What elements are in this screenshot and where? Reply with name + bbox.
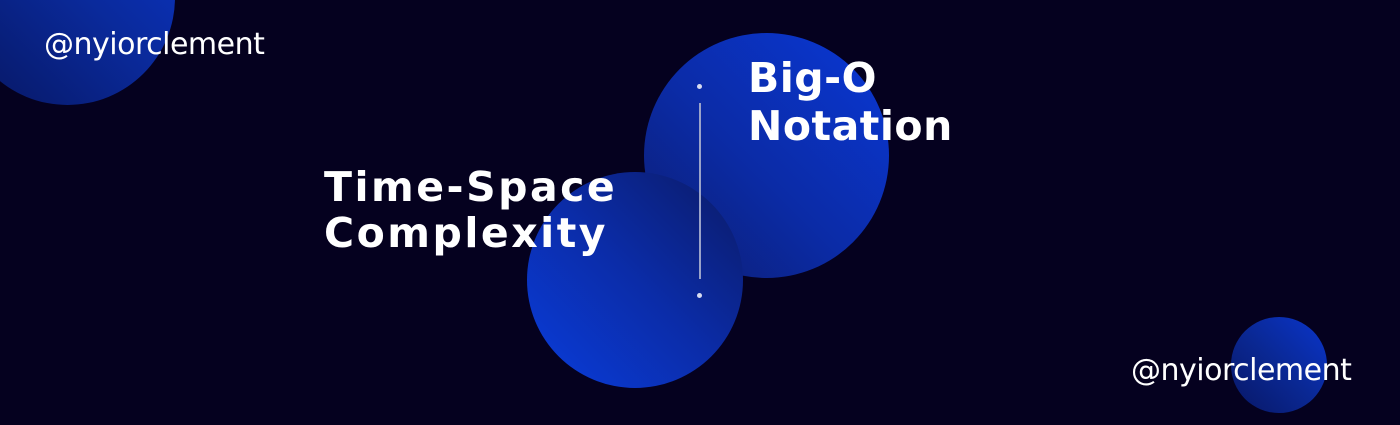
vertical-divider xyxy=(699,103,701,279)
decorative-circle-bottom-right xyxy=(1231,317,1327,413)
title-right-line-2: Notation xyxy=(748,102,953,150)
title-left-line-2: Complexity xyxy=(324,209,609,257)
decorative-circle-center-bottom xyxy=(527,172,743,388)
title-big-o-notation: Big-O Notation xyxy=(748,54,953,150)
title-time-space-complexity: Time-Space Complexity xyxy=(324,164,617,256)
title-right-line-1: Big-O xyxy=(748,54,878,102)
author-handle-bottom: @nyiorclement xyxy=(1131,353,1352,388)
title-left-line-1: Time-Space xyxy=(324,163,618,211)
divider-dot-bottom xyxy=(697,293,702,298)
divider-dot-top xyxy=(697,84,702,89)
author-handle-top: @nyiorclement xyxy=(44,27,265,62)
